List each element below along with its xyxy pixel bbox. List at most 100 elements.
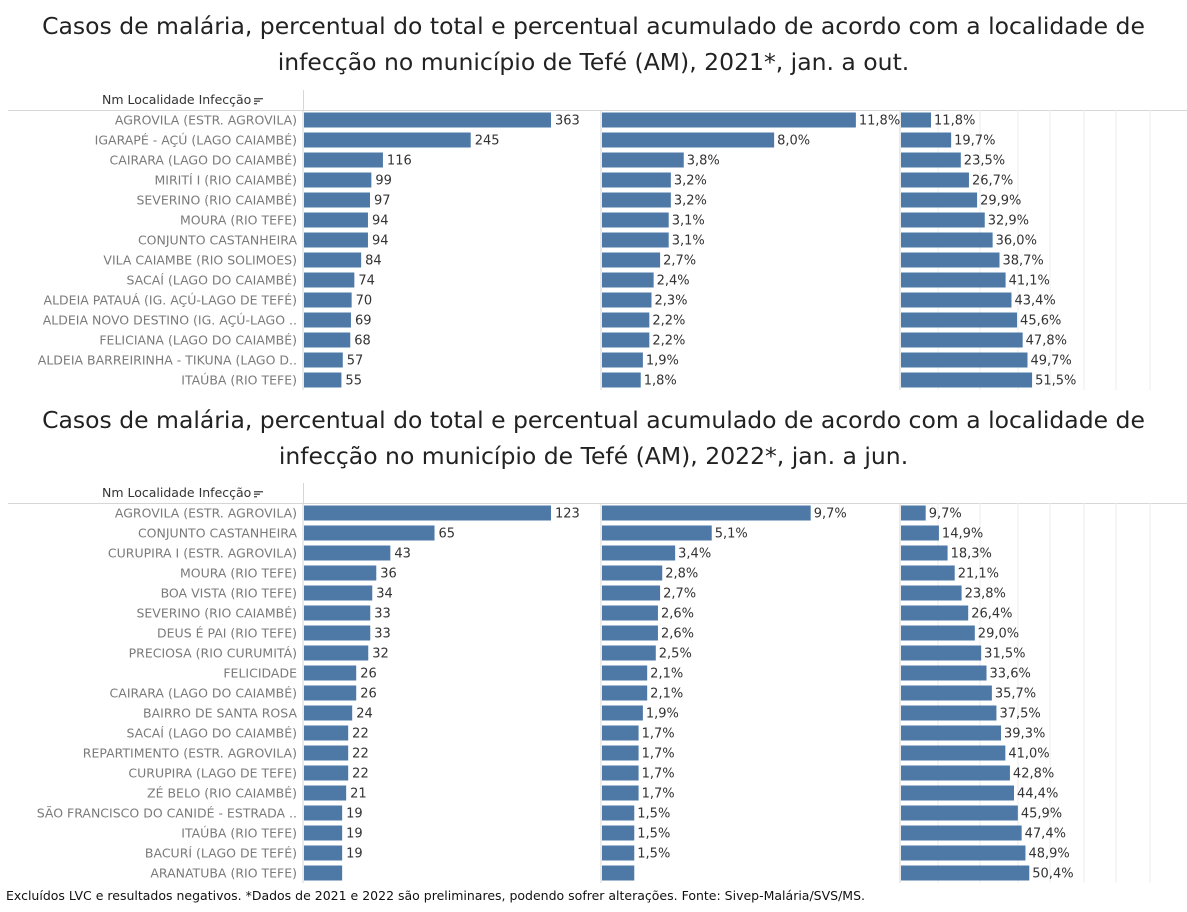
cases-bar[interactable] [304,745,349,761]
cumulative-bar[interactable] [901,665,987,681]
cumulative-bar[interactable] [901,805,1018,821]
percent-bar[interactable] [602,292,652,308]
cases-bar[interactable] [304,845,343,861]
percent-bar[interactable] [602,725,639,741]
percent-bar[interactable] [602,545,676,561]
cases-bar[interactable] [304,585,373,601]
percent-bar[interactable] [602,625,658,641]
cases-bar[interactable] [304,805,343,821]
percent-bar[interactable] [602,252,661,268]
percent-bar[interactable] [602,805,635,821]
percent-bar[interactable] [602,152,684,168]
cumulative-bar[interactable] [901,645,982,661]
percent-bar[interactable] [602,312,650,328]
percent-bar[interactable] [602,212,669,228]
percent-bar[interactable] [602,565,663,581]
cumulative-bar[interactable] [901,505,926,521]
cases-bar[interactable] [304,705,353,721]
cases-bar[interactable] [304,232,368,248]
percent-bar[interactable] [602,232,669,248]
percent-bar[interactable] [602,845,635,861]
cumulative-bar[interactable] [901,565,955,581]
cases-bar[interactable] [304,785,347,801]
cases-bar[interactable] [304,252,362,268]
percent-bar[interactable] [602,865,635,881]
column-header-2021[interactable]: Nm Localidade Infecção [102,92,264,107]
sort-descending-icon[interactable] [254,490,264,498]
cases-bar[interactable] [304,545,391,561]
percent-bar[interactable] [602,825,635,841]
cumulative-bar[interactable] [901,252,1000,268]
cases-bar[interactable] [304,212,368,228]
cumulative-bar[interactable] [901,765,1010,781]
percent-bar[interactable] [602,192,671,208]
cases-bar[interactable] [304,765,349,781]
percent-bar[interactable] [602,272,654,288]
cases-bar[interactable] [304,565,377,581]
percent-bar[interactable] [602,685,648,701]
percent-bar[interactable] [602,112,856,128]
cumulative-bar[interactable] [901,172,969,188]
cases-bar[interactable] [304,332,351,348]
percent-bar[interactable] [602,645,656,661]
cumulative-bar[interactable] [901,725,1002,741]
cases-bar[interactable] [304,192,371,208]
cases-bar[interactable] [304,172,372,188]
cumulative-bar[interactable] [901,585,962,601]
cumulative-bar[interactable] [901,845,1026,861]
percent-bar[interactable] [602,785,639,801]
column-header-2022[interactable]: Nm Localidade Infecção [102,485,264,500]
cases-bar[interactable] [304,312,351,328]
percent-bar[interactable] [602,332,650,348]
percent-bar[interactable] [602,765,639,781]
cases-bar[interactable] [304,372,342,388]
cases-bar[interactable] [304,352,343,368]
cases-bar[interactable] [304,112,551,128]
cumulative-bar[interactable] [901,212,985,228]
cumulative-bar[interactable] [901,525,939,541]
percent-bar[interactable] [602,585,661,601]
cumulative-bar[interactable] [901,272,1006,288]
cases-bar[interactable] [304,625,371,641]
cumulative-bar[interactable] [901,865,1030,881]
cumulative-bar[interactable] [901,705,997,721]
cases-bar[interactable] [304,605,371,621]
cases-bar[interactable] [304,292,352,308]
cumulative-bar[interactable] [901,232,993,248]
cumulative-bar[interactable] [901,372,1033,388]
cases-bar[interactable] [304,725,349,741]
percent-bar[interactable] [602,705,643,721]
cases-bar[interactable] [304,132,471,148]
cases-bar[interactable] [304,665,357,681]
percent-bar[interactable] [602,352,643,368]
cumulative-bar[interactable] [901,292,1012,308]
cases-bar[interactable] [304,865,343,881]
sort-descending-icon[interactable] [254,97,264,105]
cumulative-bar[interactable] [901,785,1015,801]
cumulative-bar[interactable] [901,625,975,641]
cumulative-bar[interactable] [901,352,1028,368]
cumulative-bar[interactable] [901,332,1023,348]
cases-bar[interactable] [304,505,551,521]
cumulative-bar[interactable] [901,825,1022,841]
percent-bar[interactable] [602,745,639,761]
cumulative-bar[interactable] [901,745,1006,761]
cases-bar[interactable] [304,685,357,701]
percent-bar[interactable] [602,372,641,388]
cumulative-bar[interactable] [901,132,952,148]
cumulative-bar[interactable] [901,152,961,168]
cumulative-bar[interactable] [901,685,992,701]
cumulative-bar[interactable] [901,192,978,208]
cumulative-bar[interactable] [901,545,948,561]
percent-bar[interactable] [602,525,712,541]
cumulative-bar[interactable] [901,605,969,621]
cases-bar[interactable] [304,525,435,541]
percent-bar[interactable] [602,665,648,681]
cases-bar[interactable] [304,272,355,288]
percent-bar[interactable] [602,505,811,521]
percent-bar[interactable] [602,172,671,188]
cases-bar[interactable] [304,152,383,168]
percent-bar[interactable] [602,132,775,148]
cumulative-bar[interactable] [901,312,1018,328]
percent-bar[interactable] [602,605,658,621]
